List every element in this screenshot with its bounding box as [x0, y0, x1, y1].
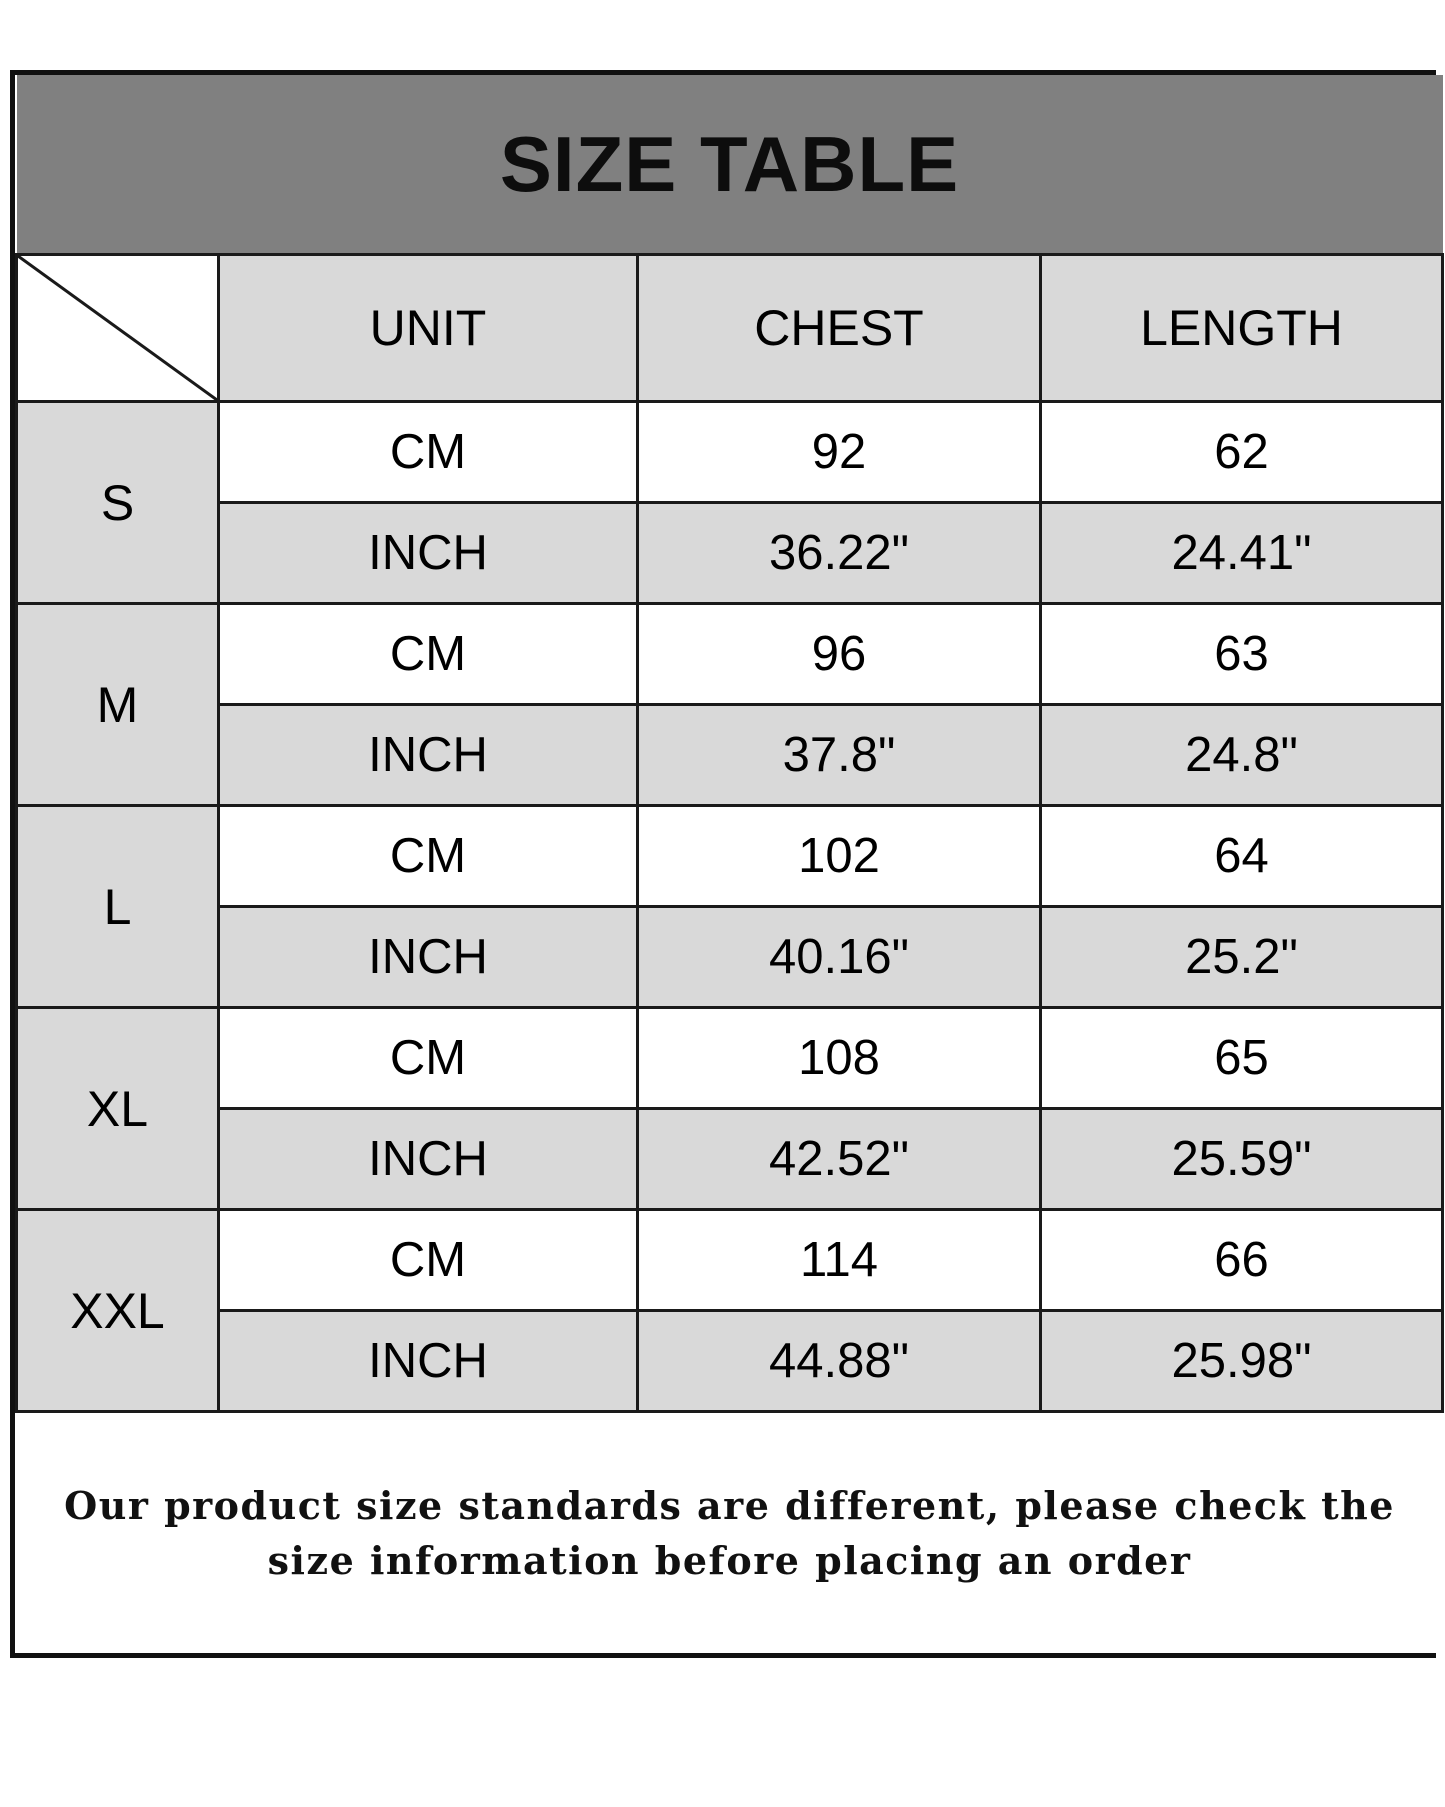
note-line-2: size information before placing an order	[267, 1538, 1192, 1583]
column-header-unit: UNIT	[217, 253, 639, 403]
chest-value: 114	[636, 1208, 1042, 1312]
unit-cell: CM	[217, 1006, 639, 1110]
table-row: INCH 40.16" 25.2"	[17, 905, 1445, 1009]
chest-value: 36.22"	[636, 501, 1042, 605]
note-cell: Our product size standards are different…	[16, 1410, 1443, 1653]
unit-cell: CM	[217, 602, 639, 706]
unit-cell: INCH	[217, 703, 639, 807]
unit-cell: INCH	[217, 1309, 639, 1413]
size-label-m: M	[15, 602, 220, 807]
table-row: M CM 96 63	[15, 602, 1445, 807]
chest-value: 40.16"	[636, 905, 1042, 1009]
note-line-1: Our product size standards are different…	[64, 1482, 1395, 1528]
size-label-xxl: XXL	[15, 1208, 220, 1413]
title-cell: SIZE TABLE	[16, 75, 1443, 256]
length-value: 24.8"	[1038, 703, 1445, 807]
diagonal-slash-icon	[18, 256, 217, 400]
unit-cell: INCH	[217, 501, 639, 605]
length-value: 62	[1038, 400, 1445, 504]
table-row: INCH 37.8" 24.8"	[17, 703, 1445, 807]
table-row: INCH 42.52" 25.59"	[17, 1107, 1445, 1211]
note-row: Our product size standards are different…	[16, 1410, 1443, 1653]
size-table-container: SIZE TABLE UNIT CHEST LENGTH S	[10, 70, 1445, 1658]
chest-value: 37.8"	[636, 703, 1042, 807]
length-value: 65	[1038, 1006, 1445, 1110]
length-value: 64	[1038, 804, 1445, 908]
size-label-s: S	[15, 400, 220, 605]
size-label-xl: XL	[15, 1006, 220, 1211]
chest-value: 42.52"	[636, 1107, 1042, 1211]
size-label-l: L	[15, 804, 220, 1009]
table-row: INCH 36.22" 24.41"	[17, 501, 1445, 605]
chest-value: 92	[636, 400, 1042, 504]
table-row: S CM 92 62	[15, 400, 1445, 605]
unit-cell: CM	[217, 804, 639, 908]
length-value: 25.2"	[1038, 905, 1445, 1009]
chest-value: 108	[636, 1006, 1042, 1110]
table-row: XXL CM 114 66	[15, 1208, 1445, 1413]
chest-value: 44.88"	[636, 1309, 1042, 1413]
chest-value: 102	[636, 804, 1042, 908]
chest-value: 96	[636, 602, 1042, 706]
table-row: L CM 102 64	[15, 804, 1445, 1009]
title-row: SIZE TABLE	[16, 75, 1443, 256]
length-value: 25.98"	[1038, 1309, 1445, 1413]
unit-cell: CM	[217, 400, 639, 504]
column-header-chest: CHEST	[636, 253, 1042, 403]
length-value: 24.41"	[1038, 501, 1445, 605]
page-title: SIZE TABLE	[499, 120, 960, 208]
length-value: 63	[1038, 602, 1445, 706]
unit-cell: INCH	[217, 905, 639, 1009]
unit-cell: CM	[217, 1208, 639, 1312]
unit-cell: INCH	[217, 1107, 639, 1211]
table-row: INCH 44.88" 25.98"	[17, 1309, 1445, 1413]
header-row: UNIT CHEST LENGTH	[15, 253, 1445, 403]
table-row: XL CM 108 65	[15, 1006, 1445, 1211]
corner-cell	[15, 253, 220, 403]
column-header-length: LENGTH	[1038, 253, 1445, 403]
length-value: 66	[1038, 1208, 1445, 1312]
length-value: 25.59"	[1038, 1107, 1445, 1211]
size-table: SIZE TABLE UNIT CHEST LENGTH S	[15, 75, 1445, 1653]
